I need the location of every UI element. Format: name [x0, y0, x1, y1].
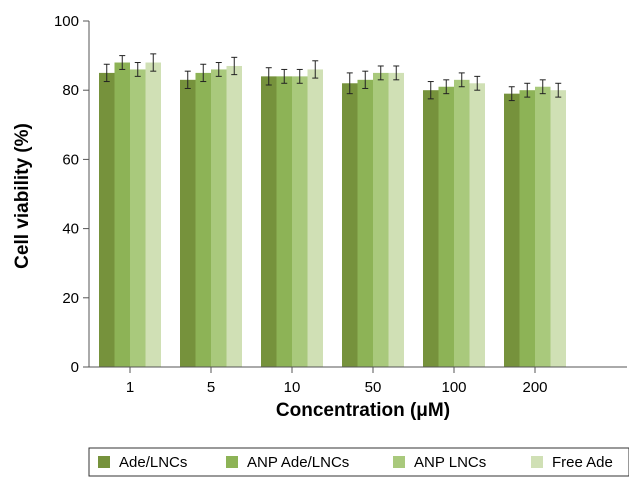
error-bar-anp-ade-lncs-10 — [281, 68, 288, 84]
bars-layer — [99, 62, 566, 368]
legend-item-anp-ade-lncs: ANP Ade/LNCs — [226, 454, 349, 471]
error-bar-anp-lncs-50 — [377, 65, 384, 81]
y-axis-title: Cell viability (%) — [12, 123, 33, 269]
error-bar-free-ade-10 — [312, 60, 319, 79]
error-bar-ade-lncs-1 — [103, 63, 110, 83]
legend-swatch-free-ade — [531, 456, 543, 468]
bar-anp-ade-lncs-50 — [357, 79, 373, 367]
error-bar-anp-ade-lncs-200 — [524, 82, 531, 98]
x-tick-label-5: 5 — [207, 379, 215, 396]
legend-swatch-ade-lncs — [98, 456, 110, 468]
bar-anp-ade-lncs-200 — [519, 90, 535, 367]
error-bar-anp-ade-lncs-100 — [443, 79, 450, 95]
legend-swatch-anp-ade-lncs — [226, 456, 238, 468]
error-bar-anp-ade-lncs-5 — [200, 63, 207, 83]
error-bar-anp-lncs-1 — [134, 62, 141, 77]
error-bar-ade-lncs-100 — [427, 81, 434, 100]
error-bar-anp-ade-lncs-1 — [119, 55, 126, 70]
bar-anp-lncs-1 — [130, 69, 146, 367]
y-tick-label-0: 0 — [71, 359, 79, 376]
error-bar-ade-lncs-10 — [265, 67, 272, 86]
legend-item-free-ade: Free Ade — [531, 454, 613, 471]
bar-ade-lncs-10 — [261, 76, 277, 368]
bar-anp-lncs-5 — [211, 69, 227, 367]
bar-ade-lncs-50 — [342, 83, 358, 367]
error-bar-anp-lncs-10 — [296, 68, 303, 84]
bar-anp-lncs-50 — [373, 72, 389, 368]
x-tick-label-50: 50 — [365, 379, 382, 396]
x-tick-label-100: 100 — [441, 379, 466, 396]
legend-label-anp-ade-lncs: ANP Ade/LNCs — [247, 454, 349, 471]
x-tick-label-10: 10 — [284, 379, 301, 396]
bar-free-ade-200 — [550, 90, 566, 367]
bar-free-ade-50 — [388, 72, 404, 368]
error-bar-anp-lncs-200 — [539, 79, 546, 95]
bar-free-ade-10 — [307, 69, 323, 367]
error-bar-anp-lncs-5 — [215, 62, 222, 77]
error-bar-free-ade-5 — [231, 56, 238, 76]
error-bar-free-ade-200 — [555, 82, 562, 98]
bar-anp-ade-lncs-10 — [276, 76, 292, 368]
bar-ade-lncs-5 — [180, 79, 196, 367]
legend-label-free-ade: Free Ade — [552, 454, 613, 471]
bar-anp-lncs-200 — [535, 86, 551, 368]
error-bar-free-ade-50 — [393, 65, 400, 81]
x-axis-title: Concentration (μM) — [276, 400, 450, 421]
legend-item-anp-lncs: ANP LNCs — [393, 454, 486, 471]
y-tick-label-80: 80 — [62, 82, 79, 99]
error-bar-ade-lncs-5 — [184, 70, 191, 89]
legend-swatch-anp-lncs — [393, 456, 405, 468]
bar-free-ade-100 — [469, 83, 485, 367]
y-tick-label-100: 100 — [54, 13, 79, 30]
bar-free-ade-1 — [145, 62, 161, 368]
x-tick-label-1: 1 — [126, 379, 134, 396]
y-tick-label-40: 40 — [62, 221, 79, 238]
bar-anp-lncs-10 — [292, 76, 308, 368]
error-bar-ade-lncs-200 — [508, 86, 515, 102]
bar-anp-ade-lncs-100 — [438, 86, 454, 368]
bar-ade-lncs-200 — [504, 93, 520, 367]
legend-box — [88, 447, 629, 477]
legend-label-ade-lncs: Ade/LNCs — [119, 454, 187, 471]
bar-ade-lncs-1 — [99, 72, 115, 368]
error-bar-free-ade-100 — [474, 75, 481, 91]
bar-anp-ade-lncs-5 — [195, 72, 211, 368]
legend-item-ade-lncs: Ade/LNCs — [98, 454, 187, 471]
error-bar-anp-ade-lncs-50 — [362, 70, 369, 89]
axes-layer: 1 5 10 50 100 200 0 20 40 60 80 100 — [54, 13, 627, 396]
y-tick-label-20: 20 — [62, 290, 79, 307]
error-bars-layer — [103, 53, 562, 102]
error-bar-anp-lncs-100 — [458, 72, 465, 88]
error-bar-ade-lncs-50 — [346, 72, 353, 95]
bar-anp-ade-lncs-1 — [114, 62, 130, 368]
error-bar-free-ade-1 — [150, 53, 157, 72]
x-tick-label-200: 200 — [522, 379, 547, 396]
legend-label-anp-lncs: ANP LNCs — [414, 454, 486, 471]
bar-ade-lncs-100 — [423, 90, 439, 367]
bar-anp-lncs-100 — [454, 79, 470, 367]
legend: Ade/LNCs ANP Ade/LNCs ANP LNCs Free Ade — [88, 447, 629, 477]
y-tick-label-60: 60 — [62, 151, 79, 168]
bar-free-ade-5 — [226, 65, 242, 367]
